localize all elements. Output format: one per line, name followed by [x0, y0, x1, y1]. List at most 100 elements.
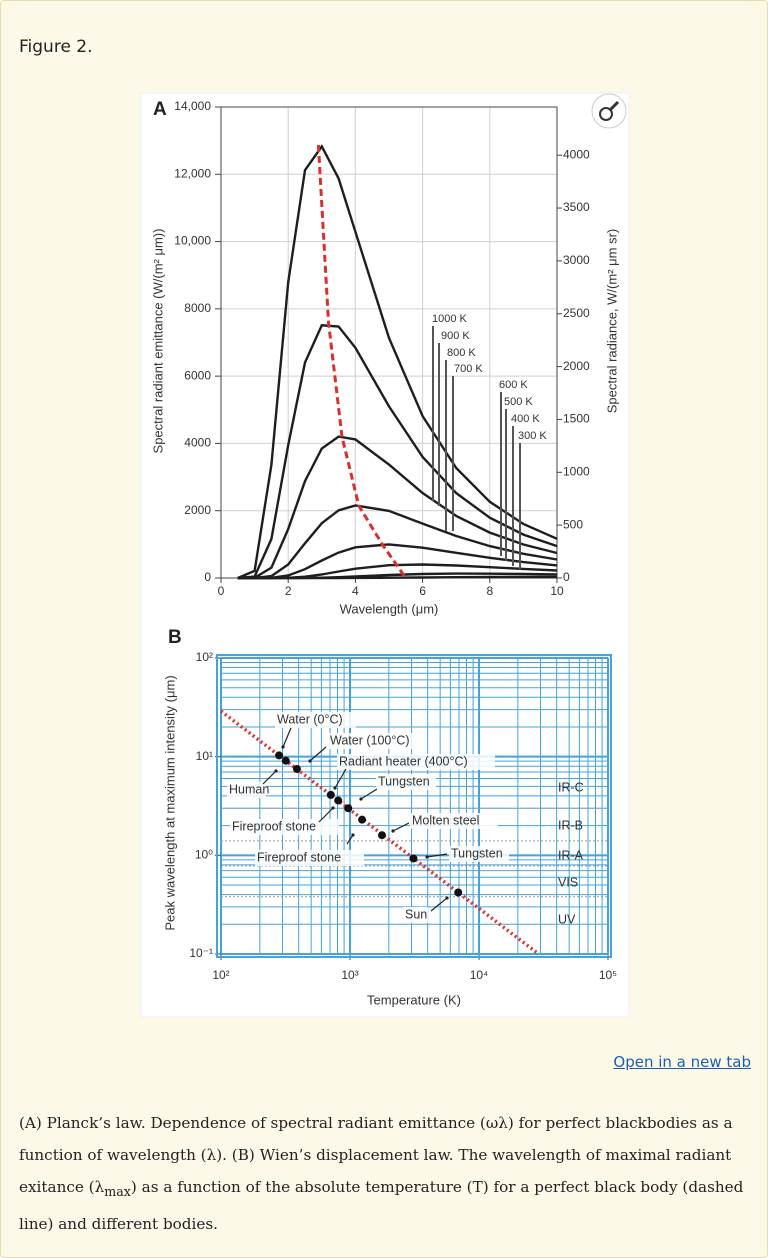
- x-tick-label: 0: [218, 584, 225, 598]
- series-label: 700 K: [454, 363, 483, 375]
- point: [344, 804, 353, 813]
- panel-label: A: [153, 99, 167, 120]
- annotation: Tungsten: [451, 846, 503, 860]
- annotation-arrow: [262, 770, 277, 785]
- point: [334, 796, 343, 805]
- annotation-arrow: [360, 788, 378, 800]
- y-tick-label: 8000: [184, 301, 211, 315]
- y-tick-label: 0: [204, 570, 211, 584]
- zoom-button[interactable]: [591, 93, 627, 129]
- series-label: 1000 K: [432, 313, 468, 325]
- annotation: Human: [229, 782, 269, 796]
- panel-label: B: [168, 627, 182, 648]
- y2-tick-label: 2500: [563, 306, 590, 320]
- series-label: 400 K: [511, 413, 540, 425]
- y2-tick-label: 0: [563, 570, 570, 584]
- peak-line: [316, 144, 408, 579]
- annotation: Water (0°C): [277, 712, 343, 726]
- arrow-head: [333, 786, 337, 790]
- annotation: Radiant heater (400°C): [339, 754, 468, 768]
- annotation-bg: [337, 754, 495, 770]
- annotation: Molten steel: [412, 813, 479, 827]
- x-tick-label: 6: [419, 584, 426, 598]
- y-axis-label: Spectral radiant emittance (W/(m² μm)): [150, 229, 165, 454]
- annotation-bg: [227, 782, 266, 798]
- annotation: Fireproof stone: [257, 850, 341, 864]
- curve: [237, 435, 558, 580]
- curve: [237, 575, 557, 580]
- annotation: Water (100°C): [330, 733, 410, 747]
- figure: 0 2 4 6 8 100200040006000800010,00012,00014,0…: [140, 92, 630, 1018]
- y-tick-label: 2000: [184, 503, 211, 517]
- arrow-head: [351, 833, 355, 837]
- annotation-arrow: [426, 853, 448, 858]
- x-tick-label: 8: [486, 584, 493, 598]
- x-tick-label: 2: [285, 584, 292, 598]
- annotation-bg: [410, 813, 498, 829]
- curve: [237, 144, 558, 580]
- y-tick-label: 4000: [184, 436, 211, 450]
- caption: (A) Planck’s law. Dependence of spectral…: [19, 1107, 757, 1240]
- y-tick-label: 10⁰: [195, 848, 213, 862]
- caption-text: (A) Planck’s law. Dependence of spectral…: [19, 1114, 733, 1196]
- y2-tick-label: 500: [563, 517, 583, 531]
- y-tick-label: 10,000: [174, 234, 211, 248]
- caption-text: ) as a function of the absolute temperat…: [19, 1178, 744, 1234]
- arrow-head: [359, 797, 363, 801]
- y2-tick-label: 3500: [563, 200, 590, 214]
- y2-tick-label: 1000: [563, 464, 590, 478]
- annotation-arrow: [309, 746, 327, 762]
- annotation-bg: [449, 846, 509, 862]
- annotation-bg: [403, 907, 428, 923]
- point: [275, 751, 284, 760]
- annotation-bg: [230, 819, 339, 835]
- series-label: 600 K: [499, 379, 528, 391]
- annotation: Fireproof stone: [232, 819, 316, 833]
- open-link[interactable]: Open in a new tab: [613, 1053, 751, 1071]
- curve: [237, 324, 558, 580]
- arrow-head: [425, 855, 429, 859]
- arrow-head: [274, 769, 278, 773]
- arrow-head: [281, 745, 285, 749]
- annotation-bg: [255, 850, 364, 866]
- arrow-head: [391, 829, 395, 833]
- plot-frame: [216, 654, 612, 958]
- figure-label: Figure 2.: [19, 37, 93, 57]
- y2-axis-label: Spectral radiance, W/(m² μm sr): [604, 229, 619, 413]
- band-label: VIS: [558, 875, 578, 889]
- x-tick-label: 4: [352, 584, 359, 598]
- y-tick-label: 10⁻¹: [189, 946, 213, 960]
- annotation-arrow: [334, 768, 347, 789]
- arrow-head: [331, 806, 335, 810]
- point: [358, 815, 367, 824]
- y-tick-label: 10²: [196, 650, 213, 664]
- annotation-bg: [376, 774, 436, 790]
- band-label: IR-B: [558, 818, 583, 832]
- series-label: 500 K: [504, 396, 533, 408]
- annotation-arrow: [392, 822, 410, 832]
- annotation-bg: [275, 712, 356, 728]
- annotation-arrow: [318, 807, 334, 823]
- series-label: 900 K: [441, 330, 470, 342]
- point: [409, 854, 418, 863]
- y2-tick-label: 2000: [563, 359, 590, 373]
- point: [377, 831, 386, 840]
- y2-tick-label: 4000: [563, 147, 590, 161]
- y2-tick-label: 1500: [563, 412, 590, 426]
- x-axis-label: Temperature (K): [367, 992, 461, 1007]
- arrow-head: [308, 759, 312, 763]
- figure-image: [140, 92, 630, 1018]
- annotation-bg: [328, 733, 423, 749]
- x-tick-label: 10: [550, 584, 564, 598]
- wien-line: [219, 709, 540, 956]
- band-label: IR-A: [558, 848, 584, 862]
- x-axis-label: Wavelength (μm): [340, 601, 439, 616]
- curve: [237, 504, 558, 580]
- point: [454, 888, 463, 897]
- arrow-head: [445, 896, 449, 900]
- point: [281, 756, 290, 765]
- y-axis-label: Peak wavelength at maximum intensity (μm…: [162, 675, 177, 930]
- band-label: IR-C: [558, 780, 584, 794]
- annotation-arrow: [282, 727, 292, 748]
